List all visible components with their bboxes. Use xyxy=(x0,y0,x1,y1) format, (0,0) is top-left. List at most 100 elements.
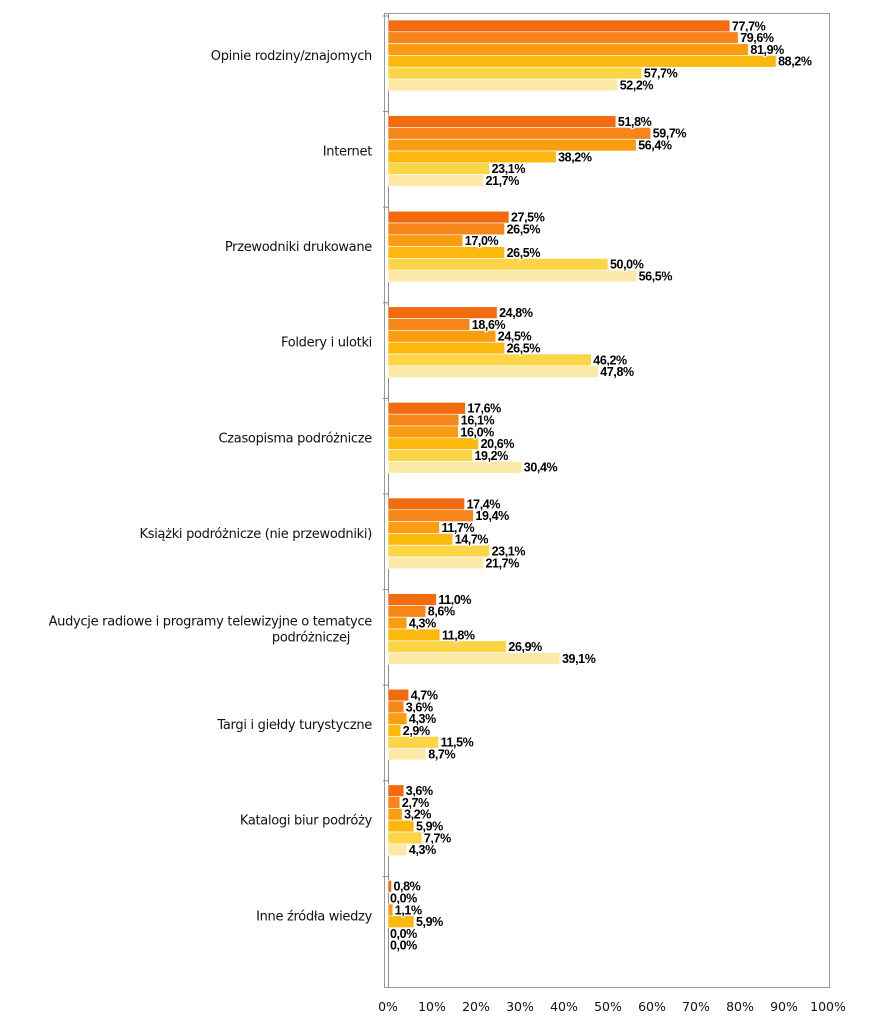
x-tick-label: 50% xyxy=(594,999,622,1014)
bar xyxy=(387,903,394,917)
bar xyxy=(387,736,439,749)
category-label: Foldery i ulotki xyxy=(281,336,372,351)
bar xyxy=(387,115,617,128)
x-tick-label: 40% xyxy=(550,999,578,1014)
data-label: 8,6% xyxy=(428,605,455,619)
bar xyxy=(387,55,777,68)
category-label: Czasopisma podróżnicze xyxy=(218,431,372,446)
bar xyxy=(387,605,427,618)
data-label: 81,9% xyxy=(750,43,784,57)
bar xyxy=(387,700,405,714)
bar xyxy=(387,915,415,928)
category-label: Audycje radiowe i programy telewizyjne o… xyxy=(49,615,373,646)
bar xyxy=(387,544,490,558)
bar xyxy=(387,461,523,474)
x-tick-label: 100% xyxy=(810,999,846,1014)
bar xyxy=(387,66,643,80)
data-label: 4,3% xyxy=(409,843,436,857)
bar xyxy=(387,640,507,653)
bar xyxy=(387,19,731,33)
data-label: 24,5% xyxy=(498,330,532,344)
category-label: Opinie rodziny/znajomych xyxy=(211,49,372,64)
bar xyxy=(387,652,561,665)
x-tick-label: 80% xyxy=(726,999,754,1014)
data-label: 26,5% xyxy=(507,222,541,236)
bar xyxy=(387,425,459,439)
data-label: 3,6% xyxy=(406,784,433,798)
data-label: 3,2% xyxy=(404,808,431,822)
bar xyxy=(387,341,505,355)
data-label: 47,8% xyxy=(600,365,634,379)
data-label: 16,1% xyxy=(461,414,495,428)
data-label: 16,0% xyxy=(460,425,494,439)
bars xyxy=(387,19,777,928)
data-label: 3,6% xyxy=(406,700,433,714)
x-tick-label: 70% xyxy=(682,999,710,1014)
data-label: 18,6% xyxy=(472,318,506,332)
bar xyxy=(387,796,401,809)
data-label: 11,8% xyxy=(442,628,475,642)
data-label: 88,2% xyxy=(778,55,812,69)
bar xyxy=(387,724,402,737)
data-label: 1,1% xyxy=(395,903,422,917)
bar xyxy=(387,521,440,534)
x-tick-label: 10% xyxy=(418,999,446,1014)
data-label: 77,7% xyxy=(732,19,766,33)
bar xyxy=(387,413,460,427)
data-label: 26,5% xyxy=(507,246,541,260)
data-label: 8,7% xyxy=(428,748,455,762)
data-label: 24,8% xyxy=(499,306,533,320)
bar xyxy=(387,222,505,236)
data-label: 17,6% xyxy=(467,402,501,416)
category-label: Internet xyxy=(323,145,372,160)
data-label: 23,1% xyxy=(492,545,526,559)
data-label: 50,0% xyxy=(610,258,644,272)
data-label: 21,7% xyxy=(486,174,520,188)
bar xyxy=(387,497,465,511)
data-label: 11,0% xyxy=(438,593,471,607)
bar xyxy=(387,437,479,450)
bar xyxy=(387,138,637,152)
data-label: 4,3% xyxy=(409,712,436,726)
data-label: 11,5% xyxy=(441,736,474,750)
category-label: Książki podróżnicze (nie przewodniki) xyxy=(140,527,373,542)
bar xyxy=(387,819,415,833)
data-label: 0,0% xyxy=(390,892,417,906)
data-label: 4,7% xyxy=(411,689,438,703)
x-axis-tick-labels: 0% 10% 20% 30% 40% 50% 60% 70% 80% 90% 100% xyxy=(378,999,846,1014)
data-label: 2,9% xyxy=(403,724,430,738)
bar xyxy=(387,269,637,283)
category-label: Inne źródła wiedzy xyxy=(256,909,373,924)
data-label: 2,7% xyxy=(402,796,429,810)
bar xyxy=(387,880,392,893)
bar xyxy=(387,747,427,761)
data-label: 21,7% xyxy=(486,556,520,570)
bar xyxy=(387,43,749,56)
bar xyxy=(387,78,618,92)
bar xyxy=(387,533,453,546)
data-label: 17,0% xyxy=(465,234,499,248)
bar xyxy=(387,509,474,522)
data-label: 56,5% xyxy=(639,270,673,284)
data-label: 5,9% xyxy=(416,915,443,929)
category-label: Targi i giełdy turystyczne xyxy=(216,718,372,733)
data-label: 56,4% xyxy=(638,139,672,153)
data-label: 52,2% xyxy=(620,78,654,92)
plot-frame xyxy=(384,13,830,988)
data-label: 0,0% xyxy=(390,939,417,953)
bar xyxy=(387,365,599,378)
bar xyxy=(387,174,484,187)
bar xyxy=(387,210,510,224)
bar xyxy=(387,258,609,271)
bar xyxy=(387,712,408,725)
category-labels: Opinie rodziny/znajomych Internet Przewodn… xyxy=(49,49,373,924)
data-label: 17,4% xyxy=(467,497,501,511)
data-label: 27,5% xyxy=(511,211,545,225)
bar xyxy=(387,330,497,343)
data-label: 30,4% xyxy=(524,461,558,475)
bar xyxy=(387,318,471,331)
bar xyxy=(387,234,464,247)
x-tick-label: 20% xyxy=(462,999,490,1014)
bar xyxy=(387,402,466,415)
